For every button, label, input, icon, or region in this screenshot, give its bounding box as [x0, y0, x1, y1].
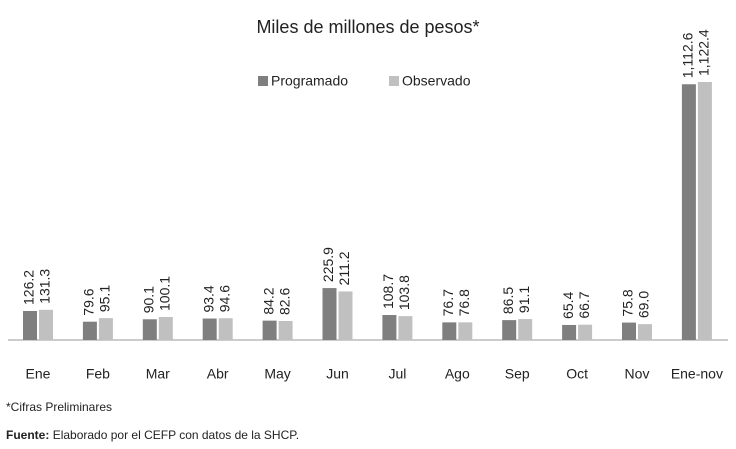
value-label: 103.8 [396, 275, 412, 310]
source-label: Fuente: [6, 428, 49, 442]
value-label: 94.6 [216, 285, 232, 312]
bar [638, 324, 652, 340]
value-label: 1,112.6 [680, 32, 696, 78]
x-tick-label: Ene [26, 366, 51, 382]
bar [502, 320, 517, 340]
value-label: 86.5 [500, 287, 516, 314]
bar [458, 322, 473, 340]
x-tick-label: Ene-nov [671, 366, 723, 382]
bar [39, 309, 53, 340]
legend-label: Programado [271, 73, 348, 89]
value-label: 100.1 [157, 276, 173, 311]
x-tick-label: Abr [207, 366, 229, 382]
value-label: 75.8 [620, 289, 636, 316]
value-label: 93.4 [200, 285, 216, 312]
x-tick-label: Jul [388, 366, 406, 382]
value-label: 76.7 [440, 289, 456, 316]
bar [23, 310, 37, 340]
source-text: Elaborado por el CEFP con datos de la SH… [53, 428, 299, 442]
value-label: 1,122.4 [696, 29, 712, 76]
value-label: 66.7 [576, 291, 592, 318]
value-label: 65.4 [560, 292, 576, 319]
bar [697, 82, 712, 340]
legend-label: Observado [402, 73, 471, 89]
bar [158, 316, 173, 340]
value-label: 84.2 [260, 287, 276, 314]
value-label: 69.0 [636, 291, 652, 318]
x-tick-label: Sep [505, 366, 530, 382]
x-tick-label: Oct [566, 366, 588, 382]
value-label: 95.1 [97, 285, 113, 312]
bar [622, 322, 636, 340]
bar [278, 321, 293, 340]
chart-title: Miles de millones de pesos* [256, 17, 479, 37]
bar [578, 324, 593, 340]
x-tick-label: Ago [445, 366, 470, 382]
x-tick-label: Mar [146, 366, 170, 382]
bar [562, 324, 577, 340]
x-tick-label: Feb [86, 366, 110, 382]
bar [398, 316, 413, 340]
bar [382, 315, 397, 340]
legend-swatch [389, 76, 399, 86]
bar [518, 319, 533, 340]
value-label: 211.2 [336, 251, 352, 285]
legend-swatch [258, 76, 268, 86]
x-tick-label: May [264, 366, 290, 382]
bar [338, 291, 353, 340]
x-tick-label: Jun [326, 366, 349, 382]
value-label: 126.2 [21, 270, 37, 305]
value-label: 91.1 [516, 286, 532, 313]
source: Fuente: Elaborado por el CEFP con datos … [6, 428, 299, 442]
bar [218, 318, 233, 340]
x-tick-label: Nov [625, 366, 650, 382]
bar [98, 318, 113, 340]
value-label: 108.7 [380, 274, 396, 309]
value-label: 76.8 [456, 289, 472, 316]
value-label: 82.6 [276, 288, 292, 315]
bar [262, 320, 277, 340]
bar [442, 322, 457, 340]
value-label: 131.3 [37, 269, 53, 304]
bar [202, 318, 217, 340]
bar [82, 321, 97, 340]
value-label: 79.6 [81, 288, 97, 315]
value-label: 90.1 [141, 286, 157, 313]
value-label: 225.9 [320, 247, 336, 282]
bar [322, 288, 337, 340]
note: *Cifras Preliminares [6, 400, 112, 414]
bar [681, 84, 696, 340]
bar [142, 319, 157, 340]
